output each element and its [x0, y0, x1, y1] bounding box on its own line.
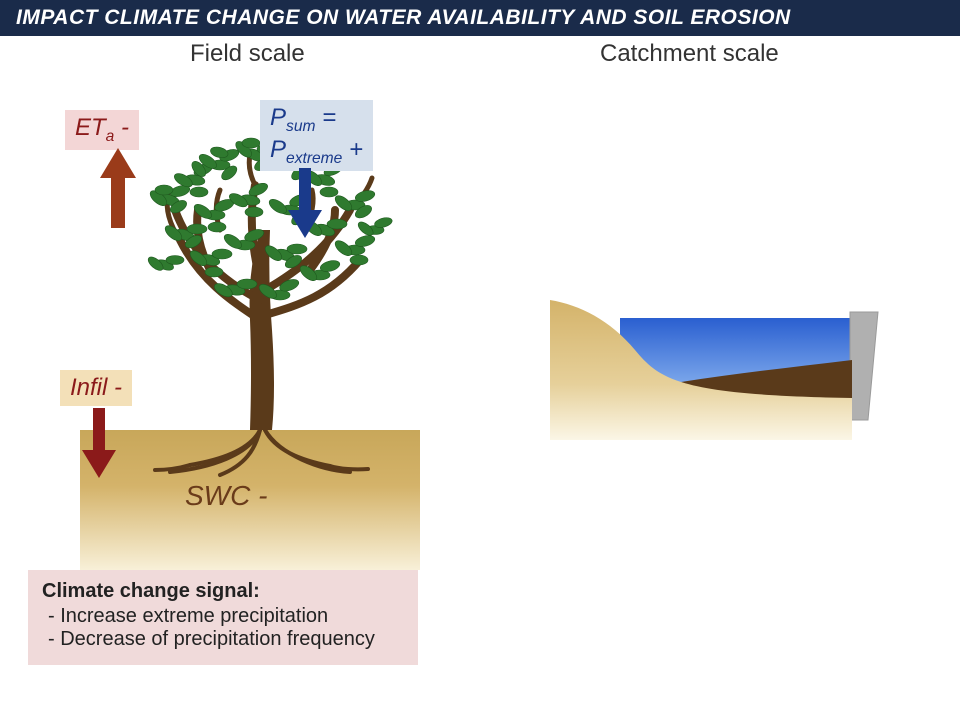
eta-symbol: ET	[75, 114, 106, 141]
eta-trend: -	[121, 114, 129, 141]
eta-label: ETa -	[65, 110, 139, 150]
psum-symbol: P	[270, 104, 286, 131]
catchment-scale-panel	[520, 80, 920, 560]
pext-sub: extreme	[286, 150, 342, 167]
signal-title: Climate change signal:	[42, 580, 404, 603]
climate-signal-box: Climate change signal: Increase extreme …	[28, 570, 418, 665]
eta-sub: a	[106, 128, 115, 145]
infil-trend: -	[114, 374, 122, 401]
page-header: IMPACT CLIMATE CHANGE ON WATER AVAILABIL…	[0, 0, 960, 36]
pext-symbol: P	[270, 136, 286, 163]
swc-label: SWC -	[185, 480, 267, 512]
infil-label: Infil -	[60, 370, 132, 406]
signal-item: Decrease of precipitation frequency	[48, 628, 404, 651]
signal-list: Increase extreme precipitation Decrease …	[42, 605, 404, 651]
psum-sub: sum	[286, 118, 315, 135]
catchment-cross-section	[550, 300, 890, 440]
swc-text: SWC	[185, 480, 250, 511]
catchment-scale-title: Catchment scale	[600, 40, 779, 68]
infil-text: Infil	[70, 374, 107, 401]
tree-illustration	[100, 130, 420, 490]
infil-down-arrow-icon	[82, 408, 116, 478]
field-scale-panel: ETa - Psum = Pextreme + Infil - SWC -	[40, 80, 460, 560]
precip-label: Psum = Pextreme +	[260, 100, 373, 171]
eta-up-arrow-icon	[100, 148, 136, 228]
pext-trend: +	[349, 136, 363, 163]
swc-trend: -	[258, 480, 267, 511]
field-scale-title: Field scale	[190, 40, 305, 68]
psum-trend: =	[322, 104, 336, 131]
precip-down-arrow-icon	[288, 168, 322, 238]
signal-item: Increase extreme precipitation	[48, 605, 404, 628]
